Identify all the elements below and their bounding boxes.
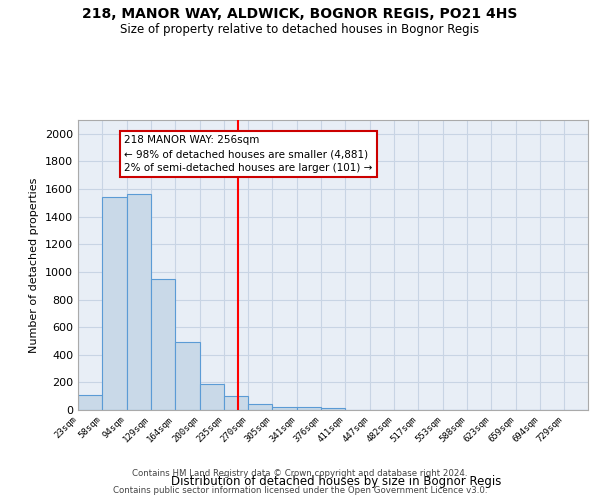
Y-axis label: Number of detached properties: Number of detached properties <box>29 178 40 352</box>
Text: Size of property relative to detached houses in Bognor Regis: Size of property relative to detached ho… <box>121 22 479 36</box>
Bar <box>102 198 127 410</box>
Bar <box>297 407 321 410</box>
Bar <box>321 408 345 410</box>
Text: Distribution of detached houses by size in Bognor Regis: Distribution of detached houses by size … <box>171 474 501 488</box>
Bar <box>248 404 272 410</box>
Bar <box>151 279 175 410</box>
Text: 218 MANOR WAY: 256sqm
← 98% of detached houses are smaller (4,881)
2% of semi-de: 218 MANOR WAY: 256sqm ← 98% of detached … <box>124 135 373 173</box>
Bar <box>272 406 297 410</box>
Bar <box>78 395 102 410</box>
Bar <box>224 396 248 410</box>
Bar <box>175 342 200 410</box>
Text: Contains public sector information licensed under the Open Government Licence v3: Contains public sector information licen… <box>113 486 487 495</box>
Bar <box>200 384 224 410</box>
Text: Contains HM Land Registry data © Crown copyright and database right 2024.: Contains HM Land Registry data © Crown c… <box>132 468 468 477</box>
Bar <box>127 194 151 410</box>
Text: 218, MANOR WAY, ALDWICK, BOGNOR REGIS, PO21 4HS: 218, MANOR WAY, ALDWICK, BOGNOR REGIS, P… <box>82 8 518 22</box>
